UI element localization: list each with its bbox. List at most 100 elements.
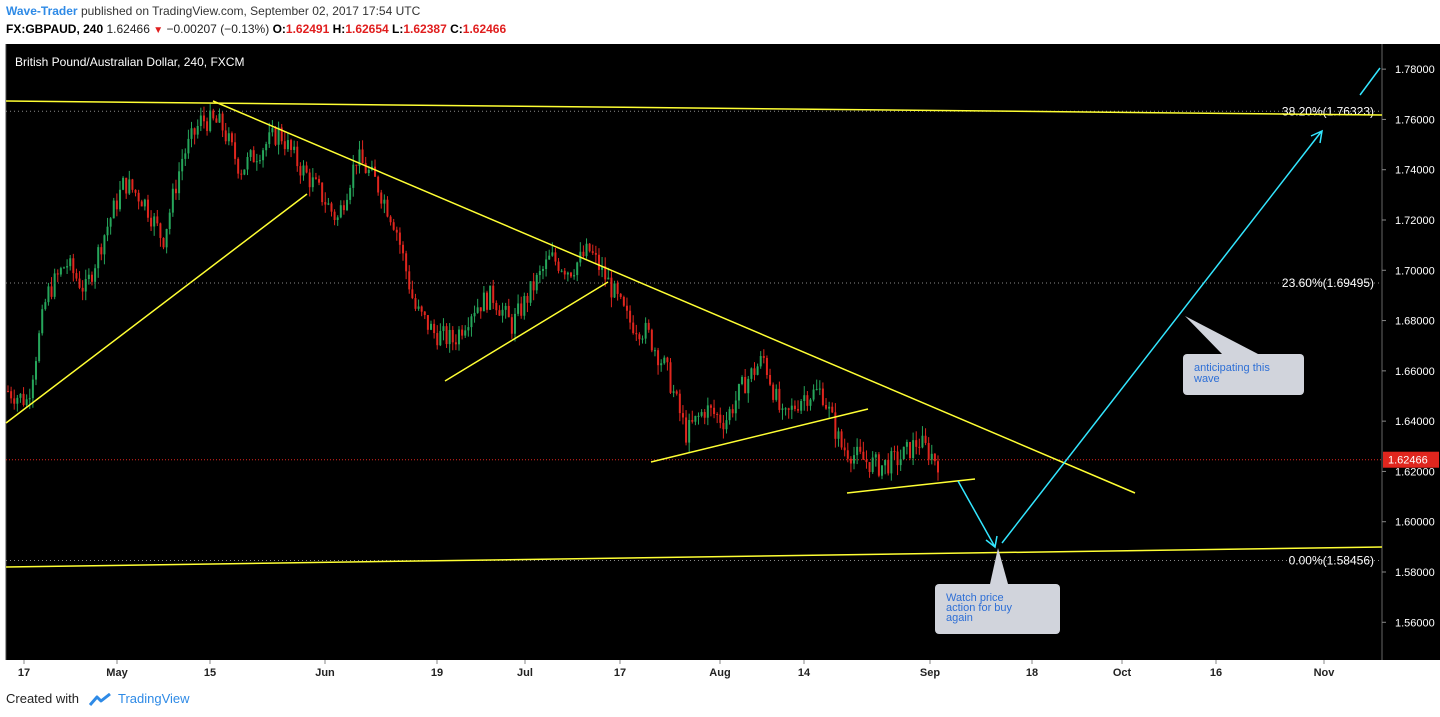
rising-channel-line-2 [444, 281, 609, 382]
candle-body [601, 266, 604, 270]
candle-body [181, 158, 184, 172]
candle-body [775, 388, 778, 400]
time-axis[interactable] [0, 660, 1440, 682]
candle-body [716, 414, 719, 416]
candle-body [557, 261, 560, 271]
y-tick-label: 1.78000 [1395, 64, 1435, 76]
candle-body [517, 303, 520, 314]
candle-body [641, 338, 644, 340]
published-text: published on TradingView.com, September … [80, 4, 421, 18]
candle-body [190, 128, 193, 139]
plot-area[interactable] [6, 44, 1382, 660]
candle-body [821, 388, 824, 405]
candle-body [470, 316, 473, 328]
y-tick-label: 1.70000 [1395, 265, 1435, 277]
candle-body [327, 203, 330, 205]
candle-body [905, 442, 908, 447]
candle-body [492, 285, 495, 303]
candle-body [386, 199, 389, 217]
candle-body [784, 408, 787, 410]
x-tick-label: May [106, 667, 128, 679]
callout-text-watch: Watch price action for buy again [946, 592, 1013, 624]
candle-body [912, 440, 915, 459]
callout-pointer [990, 548, 1008, 584]
candle-body [535, 274, 538, 291]
candle-body [118, 189, 121, 210]
candle-body [566, 272, 569, 275]
candle-body [793, 405, 796, 410]
candle-body [843, 447, 846, 451]
candle-body [924, 435, 927, 443]
candle-body [215, 118, 218, 123]
candle-body [803, 395, 806, 401]
candle-body [16, 397, 19, 404]
candle-body [834, 412, 837, 439]
candle-body [569, 272, 572, 277]
candle-body [616, 283, 619, 294]
callout-box-anticipating[interactable] [1183, 354, 1304, 395]
candle-body [44, 302, 47, 310]
candle-body [439, 330, 442, 346]
candle-body [809, 399, 812, 406]
candle-body [268, 132, 271, 145]
lower-horizontal-trendline [5, 546, 1383, 568]
candle-body [405, 253, 408, 272]
candle-body [713, 407, 716, 415]
x-tick-label: 15 [204, 667, 216, 679]
low-label: L: [392, 22, 404, 36]
candle-body [778, 388, 781, 410]
candle-body [697, 415, 700, 417]
candle-body [280, 127, 283, 142]
candle-body [380, 192, 383, 204]
candle-body [202, 115, 205, 122]
tradingview-brand[interactable]: TradingView [118, 691, 190, 706]
candle-body [806, 395, 809, 406]
candle-body [22, 393, 25, 406]
candle-body [212, 110, 215, 119]
close-label: C: [450, 22, 463, 36]
candle-body [193, 128, 196, 135]
candle-body [34, 361, 37, 380]
candle-body [772, 384, 775, 400]
candle-body [262, 150, 265, 161]
candle-body [812, 389, 815, 400]
candle-body [75, 273, 78, 279]
candle-body [541, 269, 544, 272]
candle-body [871, 457, 874, 473]
candle-body [318, 178, 321, 183]
candle-body [50, 286, 53, 297]
candle-body [818, 388, 821, 390]
callout-box-watch[interactable] [935, 584, 1060, 634]
candle-body [862, 451, 865, 460]
candle-body [156, 216, 159, 224]
publish-line: Wave-Trader published on TradingView.com… [6, 4, 420, 18]
candle-body [448, 329, 451, 345]
candle-body [625, 305, 628, 311]
candle-body [737, 384, 740, 401]
candle-body [171, 188, 174, 213]
candle-body [933, 453, 936, 462]
candle-body [887, 459, 890, 474]
candle-body [653, 350, 656, 352]
candle-body [937, 461, 939, 473]
candle-body [790, 405, 793, 410]
candle-body [881, 465, 884, 476]
candle-body [389, 216, 392, 223]
candle-body [162, 237, 165, 248]
author-link[interactable]: Wave-Trader [6, 4, 78, 18]
candle-body [849, 458, 852, 464]
candle-body [47, 286, 50, 303]
candle-body [66, 266, 69, 268]
candle-body [685, 417, 688, 443]
candle-body [610, 277, 613, 298]
price-axis[interactable] [1382, 44, 1440, 660]
candle-body [604, 266, 607, 280]
symbol: FX:GBPAUD, 240 [6, 22, 104, 36]
candle-body [293, 146, 296, 150]
candle-body [408, 271, 411, 290]
candle-body [184, 153, 187, 159]
candle-body [918, 446, 921, 448]
candle-body [122, 177, 125, 190]
chart-title: British Pound/Australian Dollar, 240, FX… [15, 55, 244, 69]
